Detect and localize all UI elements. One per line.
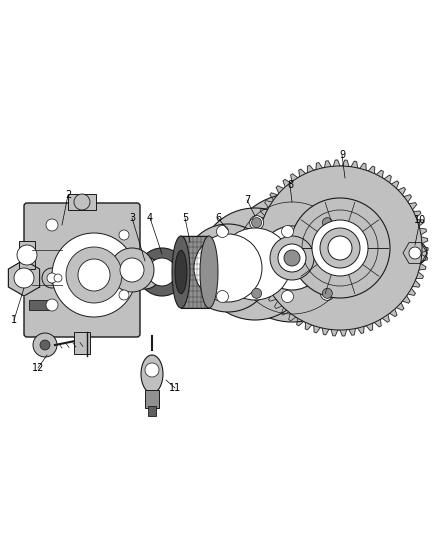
Ellipse shape	[172, 236, 190, 308]
Circle shape	[129, 257, 161, 289]
Bar	[68, 194, 96, 210]
Circle shape	[119, 230, 129, 240]
Circle shape	[322, 217, 332, 228]
Circle shape	[290, 198, 390, 298]
Bar	[19, 241, 35, 269]
Circle shape	[14, 268, 34, 288]
Text: 8: 8	[287, 180, 293, 190]
Circle shape	[184, 224, 272, 312]
Circle shape	[328, 236, 352, 260]
Text: 11: 11	[169, 383, 181, 393]
Circle shape	[17, 245, 37, 265]
Circle shape	[312, 220, 368, 276]
Ellipse shape	[200, 236, 218, 308]
Circle shape	[252, 217, 261, 228]
Text: 7: 7	[244, 195, 250, 205]
Circle shape	[320, 216, 334, 230]
Circle shape	[216, 225, 229, 238]
Circle shape	[119, 290, 129, 300]
Text: 1: 1	[11, 315, 17, 325]
Circle shape	[52, 233, 136, 317]
Text: 9: 9	[339, 150, 345, 160]
Circle shape	[409, 247, 421, 259]
Circle shape	[145, 363, 159, 377]
Circle shape	[260, 226, 324, 290]
Circle shape	[40, 340, 50, 350]
Circle shape	[194, 234, 262, 302]
Circle shape	[33, 333, 57, 357]
Circle shape	[403, 241, 427, 265]
Text: 3: 3	[129, 213, 135, 223]
Circle shape	[110, 248, 154, 292]
Circle shape	[228, 194, 356, 322]
Polygon shape	[8, 260, 39, 296]
Text: 4: 4	[147, 213, 153, 223]
Circle shape	[78, 259, 110, 291]
Circle shape	[138, 248, 186, 296]
Circle shape	[216, 290, 229, 303]
Polygon shape	[252, 160, 428, 336]
Text: 5: 5	[182, 213, 188, 223]
Ellipse shape	[175, 251, 187, 294]
Circle shape	[66, 247, 122, 303]
Circle shape	[322, 288, 332, 298]
Circle shape	[46, 219, 58, 231]
Circle shape	[320, 286, 334, 301]
Circle shape	[219, 228, 291, 300]
Circle shape	[250, 216, 264, 230]
Circle shape	[47, 273, 57, 283]
Circle shape	[42, 268, 62, 288]
Circle shape	[148, 258, 176, 286]
Circle shape	[120, 258, 144, 282]
Circle shape	[258, 166, 422, 330]
Circle shape	[284, 250, 300, 266]
Text: 2: 2	[65, 190, 71, 200]
Circle shape	[282, 290, 293, 303]
Circle shape	[252, 288, 261, 298]
Text: 6: 6	[215, 213, 221, 223]
Circle shape	[282, 225, 293, 238]
Text: 12: 12	[32, 363, 44, 373]
Circle shape	[250, 286, 264, 301]
Circle shape	[270, 236, 314, 280]
Circle shape	[74, 194, 90, 210]
Bar	[148, 406, 156, 416]
Bar	[181, 236, 209, 308]
Circle shape	[137, 265, 153, 281]
Circle shape	[199, 208, 311, 320]
Text: 10: 10	[414, 215, 426, 225]
Circle shape	[46, 299, 58, 311]
Circle shape	[320, 228, 360, 268]
Ellipse shape	[141, 355, 163, 393]
Bar	[74, 332, 90, 354]
FancyBboxPatch shape	[24, 203, 140, 337]
Bar	[29, 300, 49, 310]
Bar	[145, 390, 159, 408]
Circle shape	[278, 244, 306, 272]
Circle shape	[54, 274, 62, 282]
Circle shape	[50, 270, 66, 286]
